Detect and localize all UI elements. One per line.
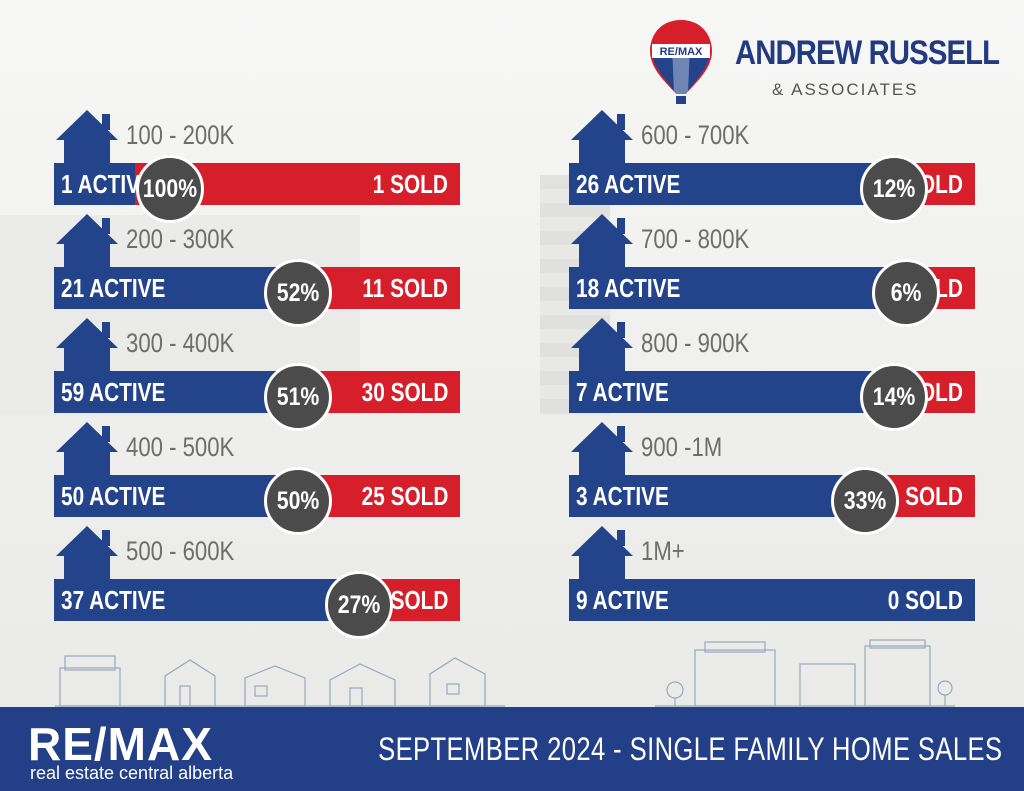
- sold-bar: 37 ACTIVE 10 SOLD 27%: [54, 571, 460, 639]
- remax-balloon-logo: RE/MAX: [650, 20, 712, 104]
- price-range-label: 300 - 400K: [126, 328, 235, 358]
- active-bar: [54, 475, 298, 517]
- houses-illustration: [55, 655, 505, 707]
- sold-bar: 3 ACTIVE 1 SOLD 33%: [569, 467, 975, 535]
- chart-title: SEPTEMBER 2024 - SINGLE FAMILY HOME SALE…: [377, 731, 1002, 767]
- sold-count-label: 0 SOLD: [887, 585, 963, 615]
- active-bar: [569, 371, 894, 413]
- balloon-text: RE/MAX: [660, 46, 703, 58]
- sold-bar: 21 ACTIVE 11 SOLD 52%: [54, 259, 460, 327]
- house-icon: [56, 526, 118, 589]
- price-range-row: 400 - 500K 50 ACTIVE 25 SOLD 50%: [54, 420, 464, 535]
- active-count-label: 59 ACTIVE: [61, 377, 166, 407]
- house-icon: [56, 318, 118, 381]
- active-bar: [569, 579, 975, 621]
- price-range-row: 200 - 300K 21 ACTIVE 11 SOLD 52%: [54, 212, 464, 327]
- sold-bar: 50 ACTIVE 25 SOLD 50%: [54, 467, 460, 535]
- active-bar: [569, 475, 865, 517]
- sold-percentage-text: 12%: [872, 174, 916, 203]
- house-icon: [571, 214, 633, 277]
- house-icon: [56, 422, 118, 485]
- active-count-label: 26 ACTIVE: [576, 169, 681, 199]
- price-range-label: 100 - 200K: [126, 120, 235, 150]
- price-range-label: 200 - 300K: [126, 224, 235, 254]
- sold-percentage-text: 50%: [276, 486, 320, 515]
- active-count-label: 9 ACTIVE: [576, 585, 669, 615]
- sold-percentage-badge: 6%: [872, 259, 940, 327]
- active-count-label: 21 ACTIVE: [61, 273, 166, 303]
- sold-percentage-badge: 27%: [325, 571, 393, 639]
- sold-percentage-text: 14%: [872, 382, 916, 411]
- price-range-row: 500 - 600K 37 ACTIVE 10 SOLD 27%: [54, 524, 464, 639]
- sold-percentage-badge: 33%: [831, 467, 899, 535]
- sold-count-label: 1 SOLD: [887, 481, 963, 511]
- price-range-label: 500 - 600K: [126, 536, 235, 566]
- price-range-row: 300 - 400K 59 ACTIVE 30 SOLD 51%: [54, 316, 464, 431]
- house-icon: [571, 422, 633, 485]
- sold-count-label: 1 SOLD: [372, 169, 448, 199]
- price-range-label: 600 - 700K: [641, 120, 750, 150]
- active-count-label: 18 ACTIVE: [576, 273, 681, 303]
- active-bar: [54, 267, 298, 309]
- sold-percentage-badge: 14%: [860, 363, 928, 431]
- footer-tagline: real estate central alberta: [30, 763, 234, 783]
- price-range-row: 1M+ 9 ACTIVE 0 SOLD: [569, 524, 979, 624]
- price-range-row: 900 -1M 3 ACTIVE 1 SOLD 33%: [569, 420, 979, 535]
- house-icon: [571, 526, 633, 589]
- active-bar: [54, 371, 298, 413]
- sold-count-label: 30 SOLD: [361, 377, 448, 407]
- footer-logo: RE/MAX: [28, 718, 213, 770]
- sold-percentage-text: 27%: [337, 590, 381, 619]
- sold-percentage-badge: 12%: [860, 155, 928, 223]
- sold-bar: 1 ACTIVE 1 SOLD 100%: [54, 155, 460, 223]
- city-illustration: [655, 639, 955, 707]
- sold-percentage-text: 52%: [276, 278, 320, 307]
- price-range-row: 100 - 200K 1 ACTIVE 1 SOLD 100%: [54, 108, 464, 223]
- price-range-label: 1M+: [641, 536, 685, 566]
- price-range-label: 900 -1M: [641, 432, 723, 462]
- sold-bar: 9 ACTIVE 0 SOLD: [569, 579, 975, 621]
- brand-subtitle: & ASSOCIATES: [772, 80, 919, 99]
- sold-percentage-badge: 50%: [264, 467, 332, 535]
- active-count-label: 50 ACTIVE: [61, 481, 166, 511]
- active-count-label: 7 ACTIVE: [576, 377, 669, 407]
- footer-bar: RE/MAX real estate central alberta SEPTE…: [0, 707, 1024, 791]
- house-icon: [56, 110, 118, 173]
- sold-percentage-badge: 52%: [264, 259, 332, 327]
- price-range-label: 700 - 800K: [641, 224, 750, 254]
- sold-percentage-badge: 51%: [264, 363, 332, 431]
- sold-percentage-text: 100%: [142, 174, 198, 203]
- sold-count-label: 11 SOLD: [362, 273, 448, 303]
- active-count-label: 3 ACTIVE: [576, 481, 669, 511]
- active-count-label: 37 ACTIVE: [61, 585, 166, 615]
- sold-bar: 59 ACTIVE 30 SOLD 51%: [54, 363, 460, 431]
- brand-name: ANDREW RUSSELL: [735, 34, 1000, 72]
- sold-percentage-text: 6%: [890, 278, 922, 307]
- active-bar: [569, 163, 894, 205]
- active-bar: [54, 579, 359, 621]
- price-range-label: 400 - 500K: [126, 432, 235, 462]
- house-icon: [571, 318, 633, 381]
- price-range-label: 800 - 900K: [641, 328, 750, 358]
- house-icon: [56, 214, 118, 277]
- active-bar: [569, 267, 906, 309]
- sold-count-label: 25 SOLD: [361, 481, 448, 511]
- sold-percentage-text: 51%: [276, 382, 320, 411]
- house-icon: [571, 110, 633, 173]
- sold-percentage-badge: 100%: [136, 155, 204, 223]
- sold-percentage-text: 33%: [843, 486, 887, 515]
- active-bar: [54, 163, 135, 205]
